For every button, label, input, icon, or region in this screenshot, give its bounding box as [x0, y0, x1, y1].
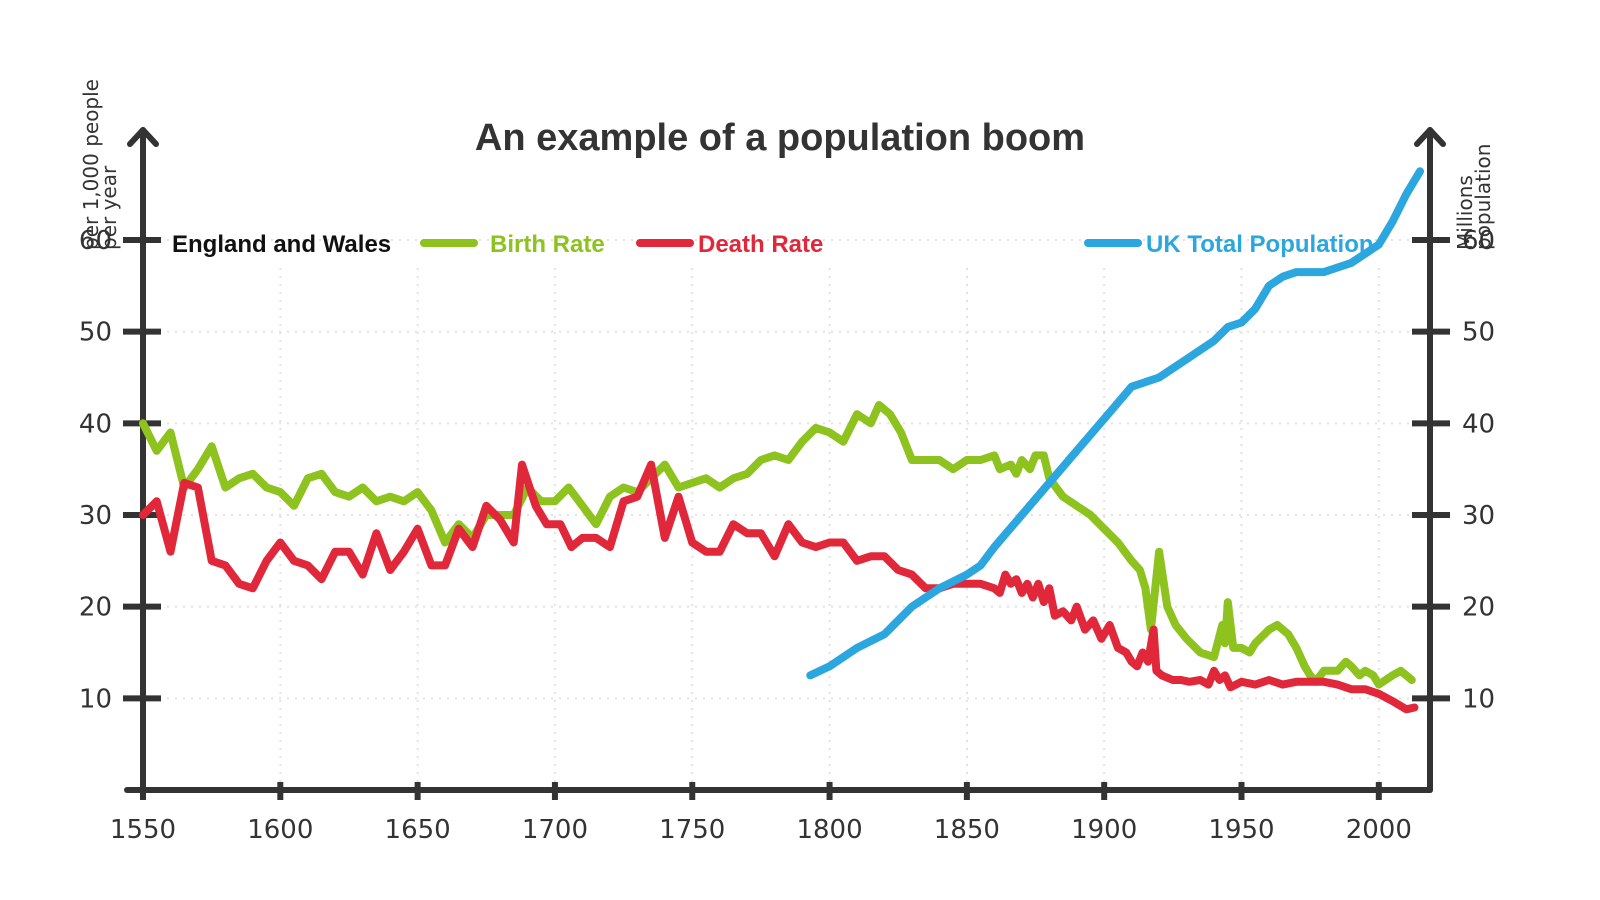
data-series: [139, 167, 1424, 714]
right-axis-arrow: [1414, 127, 1446, 147]
left-y-axis-ticks: 10 20 30 40 50 60: [79, 226, 161, 714]
x-tick-label-1800: 1800: [796, 815, 862, 845]
series-line-uk-total-population: [806, 167, 1424, 680]
left-y-tick-label-60: 60: [79, 226, 112, 256]
x-tick-label-1650: 1650: [385, 815, 451, 845]
series-line-birth-rate: [139, 401, 1416, 689]
legend-label-death-rate: Death Rate: [698, 231, 823, 258]
legend-label-birth-rate: Birth Rate: [490, 231, 605, 258]
x-tick-label-2000: 2000: [1346, 815, 1412, 845]
x-tick-label-1600: 1600: [247, 815, 313, 845]
legend: England and Wales Birth Rate Death Rate …: [172, 231, 1374, 258]
x-tick-label-1750: 1750: [659, 815, 725, 845]
left-axis-title-line2: per year: [97, 165, 121, 250]
left-y-tick-label-50: 50: [79, 318, 112, 348]
x-tick-label-1900: 1900: [1071, 815, 1137, 845]
left-y-tick-label-10: 10: [79, 684, 112, 714]
left-y-tick-label-30: 30: [79, 501, 112, 531]
right-y-tick-label-60: 60: [1462, 226, 1495, 256]
right-y-tick-label-20: 20: [1462, 593, 1495, 623]
chart-title: An example of a population boom: [475, 117, 1085, 159]
right-axis-title-line2: population: [1471, 144, 1495, 250]
left-y-tick-label-40: 40: [79, 409, 112, 439]
series-line-death-rate: [139, 460, 1419, 714]
x-tick-label-1950: 1950: [1208, 815, 1274, 845]
left-axis-title-line1: per 1,000 people: [79, 79, 103, 250]
legend-label-uk-population: UK Total Population: [1146, 231, 1374, 258]
x-tick-label-1550: 1550: [110, 815, 176, 845]
right-y-axis-ticks: 10 20 30 40 50 60: [1412, 226, 1495, 714]
x-axis-ticks: 1550 1600 1650 1700 1750 1800 1850 1900 1950 2000: [110, 782, 1412, 845]
right-axis-title-line1: Millions: [1453, 175, 1477, 250]
right-y-tick-label-30: 30: [1462, 501, 1495, 531]
right-y-tick-label-50: 50: [1462, 318, 1495, 348]
right-y-tick-label-10: 10: [1462, 684, 1495, 714]
gridlines: [142, 239, 1430, 790]
x-tick-label-1700: 1700: [522, 815, 588, 845]
x-tick-label-1850: 1850: [934, 815, 1000, 845]
legend-group-label: England and Wales: [172, 231, 391, 258]
left-axis-arrow: [127, 127, 159, 147]
left-y-tick-label-20: 20: [79, 593, 112, 623]
right-y-tick-label-40: 40: [1462, 409, 1495, 439]
